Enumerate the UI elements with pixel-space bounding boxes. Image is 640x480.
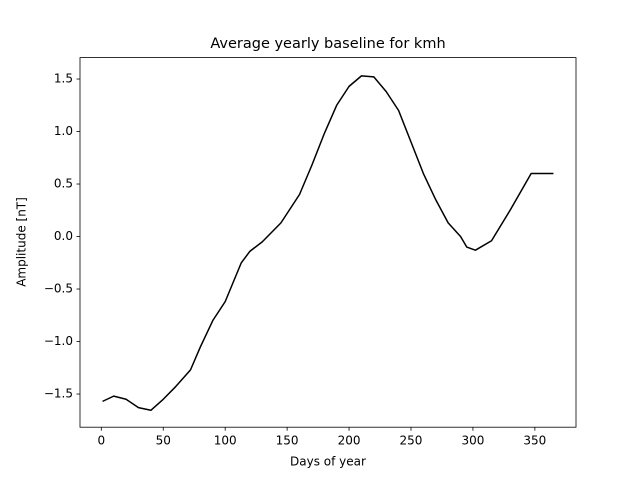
y-tick-label: −1.0 (44, 334, 73, 348)
x-tick-label: 300 (461, 434, 484, 448)
y-tick-label: 1.5 (54, 72, 73, 86)
y-tick-label: 1.0 (54, 124, 73, 138)
y-tick-label: −1.5 (44, 387, 73, 401)
x-tick-label: 50 (156, 434, 171, 448)
plot-frame (79, 57, 577, 428)
data-line (102, 75, 554, 412)
x-tick-label: 200 (338, 434, 361, 448)
y-axis-label: Amplitude [nT] (15, 197, 29, 287)
x-tick-label: 150 (276, 434, 299, 448)
y-tick-label: −0.5 (44, 282, 73, 296)
chart-title: Average yearly baseline for kmh (210, 36, 445, 52)
y-tick-label: 0.0 (54, 229, 73, 243)
y-tick-label: 0.5 (54, 177, 73, 191)
x-axis-label: Days of year (290, 455, 366, 469)
x-tick-label: 350 (523, 434, 546, 448)
x-tick-label: 100 (214, 434, 237, 448)
x-tick-label: 0 (97, 434, 105, 448)
x-tick-label: 250 (400, 434, 423, 448)
